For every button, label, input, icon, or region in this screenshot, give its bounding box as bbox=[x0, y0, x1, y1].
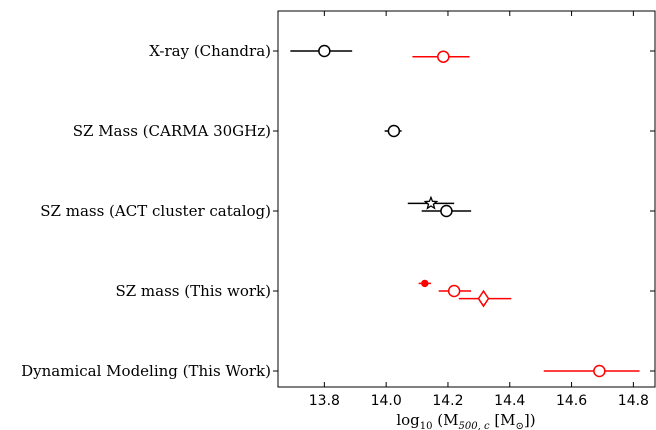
x-tick-label: 14.2 bbox=[432, 393, 463, 409]
y-tick-label: X-ray (Chandra) bbox=[149, 42, 271, 60]
data-point bbox=[458, 289, 512, 308]
circle-marker bbox=[318, 44, 331, 58]
x-tick-label: 14.4 bbox=[494, 393, 525, 409]
x-tick-label: 14.8 bbox=[618, 393, 649, 409]
data-point bbox=[384, 124, 402, 138]
circle-marker bbox=[440, 204, 453, 218]
y-tick-label: SZ Mass (CARMA 30GHz) bbox=[73, 122, 271, 140]
data-point bbox=[438, 284, 472, 298]
data-point bbox=[418, 279, 431, 288]
x-axis: 13.8 14.0 14.2 14.4 14.6 14.8 bbox=[309, 11, 649, 409]
circle-marker bbox=[387, 124, 401, 138]
filled-circle-marker bbox=[421, 279, 429, 288]
plot-frame bbox=[277, 10, 656, 388]
data-point bbox=[421, 204, 472, 218]
y-axis: X-ray (Chandra) SZ Mass (CARMA 30GHz) SZ m… bbox=[21, 42, 655, 380]
x-tick-label: 14.0 bbox=[371, 393, 402, 409]
x-tick-label: 14.6 bbox=[556, 393, 587, 409]
y-tick-label: Dynamical Modeling (This Work) bbox=[21, 362, 271, 380]
circle-marker bbox=[447, 284, 461, 298]
circle-marker bbox=[437, 50, 450, 63]
y-tick-label: SZ mass (This work) bbox=[115, 282, 271, 300]
x-tick-label: 13.8 bbox=[309, 393, 340, 409]
data-point bbox=[412, 50, 470, 63]
y-tick-label: SZ mass (ACT cluster catalog) bbox=[40, 202, 271, 220]
star-marker bbox=[423, 195, 439, 210]
chart-marks bbox=[290, 44, 640, 378]
data-point bbox=[543, 364, 640, 378]
data-point bbox=[407, 195, 455, 210]
data-point bbox=[290, 44, 353, 58]
diamond-marker bbox=[477, 289, 490, 308]
circle-marker bbox=[593, 364, 606, 378]
x-axis-label: log10 (M500, c [M⊙]) bbox=[396, 411, 535, 430]
